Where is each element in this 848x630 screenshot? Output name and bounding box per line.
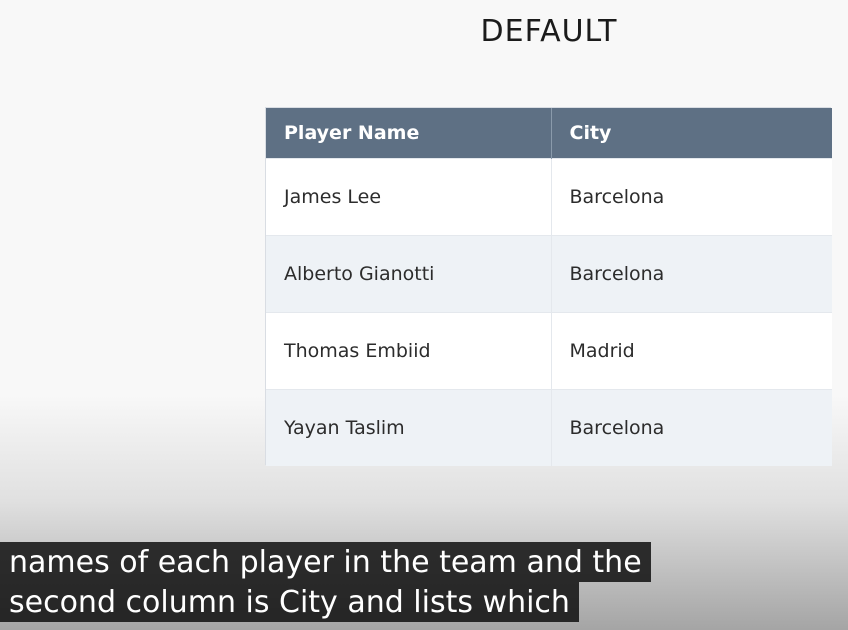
table-row: James Lee Barcelona: [266, 158, 832, 236]
player-name-cell: Alberto Gianotti: [266, 235, 552, 313]
player-name-cell: Thomas Embiid: [266, 312, 552, 390]
city-cell: Madrid: [551, 312, 832, 390]
caption-line-1: names of each player in the team and the: [0, 542, 651, 582]
table-header-row: Player Name City: [266, 108, 832, 159]
column-header-player-name: Player Name: [266, 108, 552, 159]
player-name-cell: James Lee: [266, 158, 552, 236]
players-table-grid: Player Name City James Lee Barcelona Alb…: [266, 108, 832, 466]
city-cell: Barcelona: [551, 158, 832, 236]
player-name-cell: Yayan Taslim: [266, 389, 552, 466]
table-row: Yayan Taslim Barcelona: [266, 389, 832, 466]
subtitle-captions: names of each player in the team and the…: [0, 542, 651, 622]
page-title: DEFAULT: [480, 14, 618, 49]
table-row: Thomas Embiid Madrid: [266, 312, 832, 390]
table-row: Alberto Gianotti Barcelona: [266, 235, 832, 313]
caption-line-2: second column is City and lists which: [0, 582, 579, 622]
column-header-city: City: [551, 108, 832, 159]
players-table: Player Name City James Lee Barcelona Alb…: [265, 107, 832, 466]
city-cell: Barcelona: [551, 235, 832, 313]
city-cell: Barcelona: [551, 389, 832, 466]
